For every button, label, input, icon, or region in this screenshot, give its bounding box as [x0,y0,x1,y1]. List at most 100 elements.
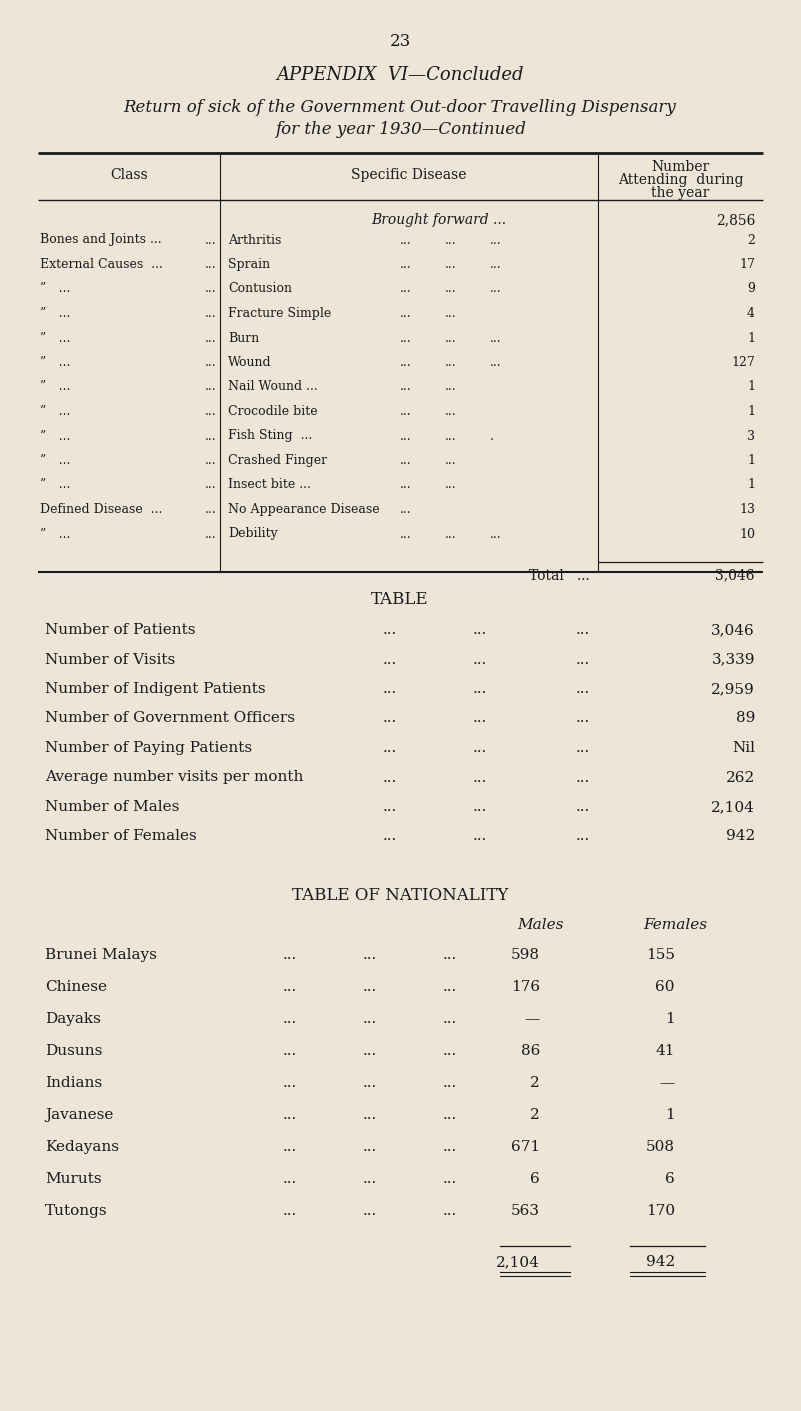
Text: 262: 262 [726,770,755,785]
Text: ...: ... [283,981,297,993]
Text: ...: ... [400,233,412,247]
Text: ...: ... [473,652,487,666]
Text: Kedayans: Kedayans [45,1140,119,1154]
Text: 598: 598 [511,948,540,962]
Text: ...: ... [283,1173,297,1187]
Text: ...: ... [445,528,457,540]
Text: 1: 1 [666,1108,675,1122]
Text: ...: ... [400,502,412,516]
Text: Specific Disease: Specific Disease [352,168,467,182]
Text: 60: 60 [655,981,675,993]
Text: ...: ... [283,1204,297,1218]
Text: —: — [660,1077,675,1091]
Text: ...: ... [400,478,412,491]
Text: ...: ... [204,502,216,516]
Text: ...: ... [400,356,412,370]
Text: ...: ... [363,981,377,993]
Text: Number: Number [651,159,710,174]
Text: ...: ... [204,332,216,344]
Text: ...: ... [473,624,487,636]
Text: ...: ... [445,381,457,394]
Text: ...: ... [283,1012,297,1026]
Text: ...: ... [400,381,412,394]
Text: Class: Class [110,168,148,182]
Text: ” ...: ” ... [40,429,70,443]
Text: 10: 10 [739,528,755,540]
Text: APPENDIX  VI—Concluded: APPENDIX VI—Concluded [276,66,524,85]
Text: 2,959: 2,959 [711,682,755,696]
Text: Number of Females: Number of Females [45,830,197,844]
Text: Tutongs: Tutongs [45,1204,107,1218]
Text: Males: Males [517,919,563,933]
Text: ...: ... [383,682,397,696]
Text: Number of Paying Patients: Number of Paying Patients [45,741,252,755]
Text: ...: ... [490,356,501,370]
Text: ...: ... [363,1012,377,1026]
Text: ...: ... [400,429,412,443]
Text: ...: ... [383,741,397,755]
Text: 563: 563 [511,1204,540,1218]
Text: Number of Indigent Patients: Number of Indigent Patients [45,682,266,696]
Text: 6: 6 [666,1173,675,1187]
Text: Brunei Malays: Brunei Malays [45,948,157,962]
Text: Muruts: Muruts [45,1173,102,1187]
Text: ...: ... [576,770,590,785]
Text: ...: ... [490,282,501,295]
Text: Wound: Wound [228,356,272,370]
Text: 2: 2 [747,233,755,247]
Text: ...: ... [576,800,590,814]
Text: ” ...: ” ... [40,282,70,295]
Text: Insect bite ...: Insect bite ... [228,478,311,491]
Text: 17: 17 [739,258,755,271]
Text: ...: ... [473,682,487,696]
Text: ...: ... [400,454,412,467]
Text: ...: ... [363,1108,377,1122]
Text: ...: ... [383,770,397,785]
Text: ...: ... [283,1140,297,1154]
Text: ...: ... [400,332,412,344]
Text: No Appearance Disease: No Appearance Disease [228,502,380,516]
Text: 3: 3 [747,429,755,443]
Text: ...: ... [576,652,590,666]
Text: ...: ... [383,800,397,814]
Text: 86: 86 [521,1044,540,1058]
Text: for the year 1930—Continued: for the year 1930—Continued [275,121,525,138]
Text: Nil: Nil [732,741,755,755]
Text: Sprain: Sprain [228,258,270,271]
Text: Bones and Joints ...: Bones and Joints ... [40,233,162,247]
Text: ” ...: ” ... [40,332,70,344]
Text: Return of sick of the Government Out-door Travelling Dispensary: Return of sick of the Government Out-doo… [123,100,676,117]
Text: ...: ... [473,770,487,785]
Text: ...: ... [383,624,397,636]
Text: 1: 1 [747,381,755,394]
Text: 2,104: 2,104 [711,800,755,814]
Text: 1: 1 [747,332,755,344]
Text: Indians: Indians [45,1077,102,1091]
Text: TABLE: TABLE [371,591,429,608]
Text: ...: ... [445,478,457,491]
Text: ...: ... [473,741,487,755]
Text: ...: ... [443,948,457,962]
Text: ...: ... [363,1173,377,1187]
Text: ...: ... [443,1173,457,1187]
Text: 2: 2 [530,1077,540,1091]
Text: ...: ... [400,528,412,540]
Text: 3,046: 3,046 [711,624,755,636]
Text: ...: ... [400,282,412,295]
Text: ...: ... [443,1012,457,1026]
Text: Crashed Finger: Crashed Finger [228,454,327,467]
Text: Contusion: Contusion [228,282,292,295]
Text: 89: 89 [735,711,755,725]
Text: ...: ... [443,1140,457,1154]
Text: ...: ... [445,429,457,443]
Text: ...: ... [204,528,216,540]
Text: Number of Visits: Number of Visits [45,652,175,666]
Text: ...: ... [445,332,457,344]
Text: Crocodile bite: Crocodile bite [228,405,318,418]
Text: 127: 127 [731,356,755,370]
Text: 155: 155 [646,948,675,962]
Text: ” ...: ” ... [40,454,70,467]
Text: ...: ... [473,711,487,725]
Text: ...: ... [383,711,397,725]
Text: —: — [525,1012,540,1026]
